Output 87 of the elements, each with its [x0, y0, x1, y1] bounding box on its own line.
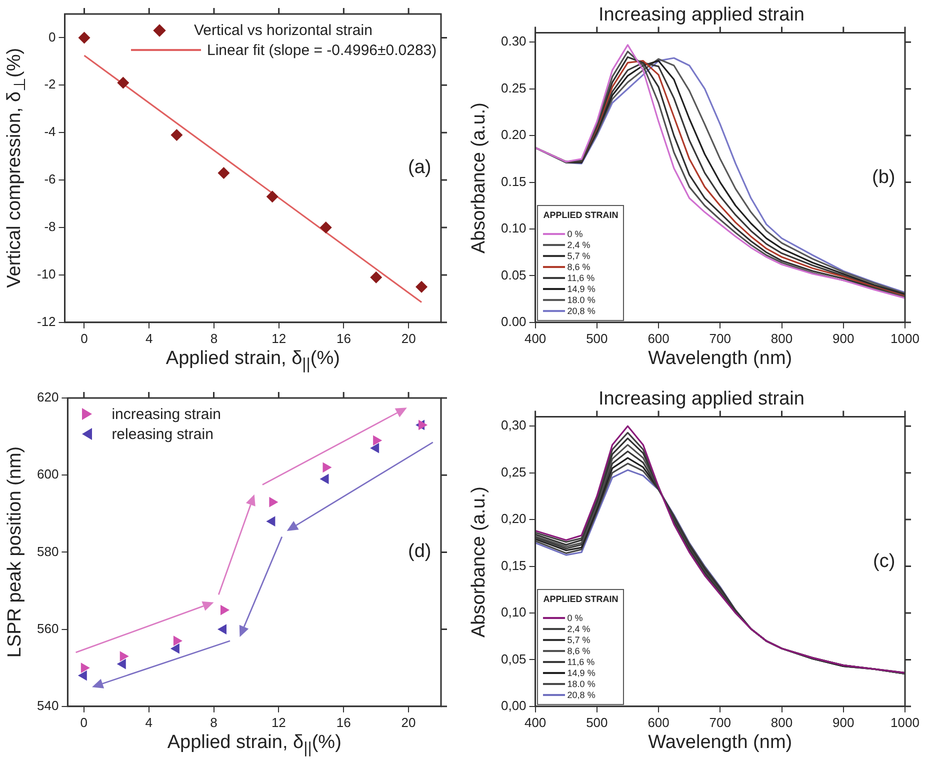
legend-label: 5,7 %	[567, 250, 590, 261]
y-tick-label: 0,10	[500, 604, 526, 620]
x-tick-label: 8	[210, 330, 218, 346]
y-tick-label: 0	[48, 29, 56, 44]
y-tick-label: 540	[36, 698, 59, 713]
legend-label: 14,9 %	[567, 668, 596, 678]
legend-label: 20,8 %	[567, 306, 596, 316]
x-axis-title: Applied strain, δ$_{||}$(%)	[166, 348, 340, 374]
y-tick-label: -4	[44, 124, 56, 140]
y-axis-title: LSPR peak position (nm)	[4, 446, 26, 658]
chart-title: Increasing applied strain	[598, 4, 804, 26]
legend-label: 8,6 %	[567, 646, 590, 656]
annotation: (c)	[873, 550, 896, 573]
x-tick-label: 600	[648, 330, 670, 346]
y-tick-label: 0.25	[500, 80, 526, 96]
legend-label: 0 %	[567, 612, 583, 623]
x-tick-label: 900	[832, 714, 854, 730]
y-tick-label: 580	[36, 544, 59, 559]
x-tick-label: 700	[709, 330, 731, 346]
legend-label: 18.0 %	[567, 678, 596, 689]
x-tick-label: 12	[272, 330, 286, 346]
x-tick-label: 900	[832, 330, 854, 346]
y-tick-label: 0.00	[500, 314, 526, 329]
legend-label: 0 %	[567, 228, 583, 239]
x-tick-label: 16	[336, 714, 351, 730]
x-tick-label: 20	[401, 714, 416, 730]
y-tick-label: 0.15	[500, 174, 526, 189]
y-tick-label: 620	[36, 390, 59, 405]
legend-label: 11,6 %	[567, 656, 595, 667]
y-tick-label: -12	[36, 314, 56, 329]
legend-label: 18.0 %	[567, 294, 596, 305]
y-tick-label: 0.10	[500, 220, 526, 236]
legend-title: APPLIED STRAIN	[543, 210, 618, 220]
legend-label: Linear fit (slope = -0.4996±0.0283)	[207, 42, 437, 58]
y-tick-label: 0.05	[500, 267, 526, 282]
y-tick-label: -6	[44, 172, 56, 187]
legend-label: 11,6 %	[567, 272, 595, 283]
x-tick-label: 700	[709, 714, 731, 730]
y-tick-label: 0,20	[500, 511, 526, 526]
x-tick-label: 800	[770, 330, 793, 346]
x-tick-label: 12	[271, 714, 286, 730]
legend-label: 5,7 %	[567, 634, 590, 645]
y-tick-label: 0,15	[500, 558, 526, 573]
annotation: (b)	[872, 166, 896, 189]
x-tick-label: 16	[336, 330, 351, 346]
legend-title: APPLIED STRAIN	[543, 594, 618, 604]
x-tick-label: 600	[648, 714, 670, 730]
x-tick-label: 1000	[890, 714, 920, 730]
x-tick-label: 400	[524, 330, 546, 346]
legend-label: 2,4 %	[567, 624, 590, 634]
y-tick-label: 0,25	[500, 464, 526, 480]
x-tick-label: 400	[524, 714, 546, 730]
y-tick-label: 600	[36, 466, 59, 482]
y-tick-label: -2	[44, 76, 56, 92]
x-tick-label: 1000	[890, 330, 920, 346]
legend-label: 14,9 %	[567, 284, 596, 294]
legend-label: 2,4 %	[567, 240, 590, 250]
chart-title: Increasing applied strain	[598, 388, 804, 410]
annotation: (d)	[408, 541, 432, 564]
legend-label: 20,8 %	[567, 690, 596, 700]
y-tick-label: -8	[44, 219, 56, 234]
annotation: (a)	[408, 157, 432, 180]
x-axis-title: Applied strain, δ$_{||}$(%)	[167, 732, 342, 758]
x-axis-title: Wavelength (nm)	[648, 348, 792, 370]
y-tick-label: 0,30	[500, 418, 526, 433]
x-tick-label: 0	[80, 714, 88, 730]
y-tick-label: 0,00	[500, 698, 526, 713]
x-tick-label: 500	[586, 714, 608, 730]
x-axis-title: Wavelength (nm)	[648, 732, 792, 754]
x-tick-label: 20	[401, 330, 416, 346]
x-tick-label: 0	[80, 330, 88, 346]
legend-label: increasing strain	[112, 406, 221, 422]
legend-label: releasing strain	[112, 426, 214, 442]
y-axis-title: Absorbance (a.u.)	[468, 102, 490, 254]
y-tick-label: -10	[36, 266, 56, 282]
y-tick-label: 0.20	[500, 127, 526, 142]
x-tick-label: 500	[586, 330, 608, 346]
x-tick-label: 4	[145, 330, 153, 346]
y-tick-label: 560	[36, 620, 59, 636]
x-tick-label: 4	[145, 714, 152, 730]
legend-label: Vertical vs horizontal strain	[194, 22, 372, 38]
x-tick-label: 8	[210, 714, 218, 730]
y-tick-label: 0.30	[500, 34, 526, 49]
legend-label: 8,6 %	[567, 262, 590, 272]
x-tick-label: 800	[770, 714, 793, 730]
y-axis-title: Absorbance (a.u.)	[468, 486, 490, 638]
y-tick-label: 0,05	[500, 651, 526, 666]
